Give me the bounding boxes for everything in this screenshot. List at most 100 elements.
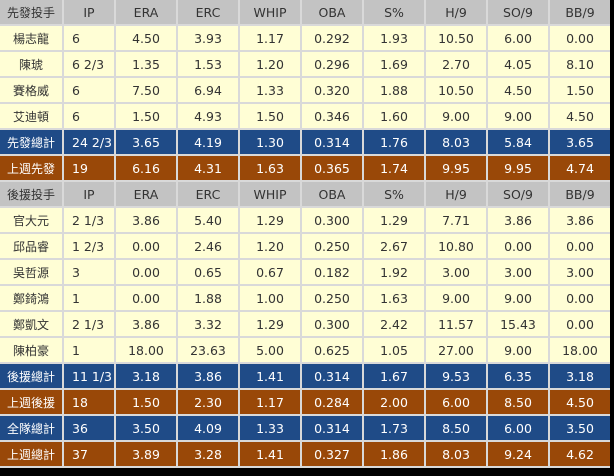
stat-cell: 8.50 (488, 390, 548, 414)
stat-cell: 5.00 (240, 338, 300, 362)
stat-cell: 1.67 (364, 364, 424, 388)
stat-cell: 4.50 (550, 390, 610, 414)
stat-cell: 18.00 (116, 338, 176, 362)
stat-cell: 4.09 (178, 416, 238, 440)
pitcher-name-cell: 後援總計 (0, 364, 62, 388)
stat-cell: 8.03 (426, 130, 486, 154)
column-header: ERC (178, 182, 238, 206)
stat-cell: 4.74 (550, 156, 610, 180)
stat-cell: 3.93 (178, 26, 238, 50)
stat-cell: 11.57 (426, 312, 486, 336)
stat-cell: 2.67 (364, 234, 424, 258)
pitcher-name-cell: 上週先發 (0, 156, 62, 180)
stat-cell: 7.71 (426, 208, 486, 232)
stat-cell: 0.300 (302, 312, 362, 336)
player-row: 吳哲源 3 0.00 0.65 0.67 0.182 1.92 3.00 3.00 3.00 (0, 260, 614, 284)
player-row: 官大元 2 1/3 3.86 5.40 1.29 0.300 1.29 7.71 3.86 3.8… (0, 208, 614, 232)
stat-cell: 1.73 (364, 416, 424, 440)
stat-cell: 6.16 (116, 156, 176, 180)
stat-cell: 1 2/3 (64, 234, 114, 258)
stat-cell: 18 (64, 390, 114, 414)
stat-cell: 10.50 (426, 26, 486, 50)
stat-cell: 1.50 (550, 78, 610, 102)
stat-cell: 3.18 (116, 364, 176, 388)
last-week-row: 上週總計 37 3.89 3.28 1.41 0.327 1.86 8.03 9.24 4.62 (0, 442, 614, 466)
stat-cell: 1.33 (240, 78, 300, 102)
column-header: WHIP (240, 0, 300, 24)
column-header: ERA (116, 0, 176, 24)
stat-cell: 6 (64, 26, 114, 50)
stat-cell: 1.74 (364, 156, 424, 180)
stat-cell: 6 2/3 (64, 52, 114, 76)
stat-cell: 1.30 (240, 130, 300, 154)
stat-cell: 2.00 (364, 390, 424, 414)
stat-cell: 2.30 (178, 390, 238, 414)
stat-cell: 0.00 (550, 26, 610, 50)
stat-cell: 3.89 (116, 442, 176, 466)
player-row: 楊志龍 6 4.50 3.93 1.17 0.292 1.93 10.50 6.00 0.00 (0, 26, 614, 50)
column-header: IP (64, 0, 114, 24)
stat-cell: 1.88 (178, 286, 238, 310)
player-row: 陳柏豪 1 18.00 23.63 5.00 0.625 1.05 27.00 9.00 18.0… (0, 338, 614, 362)
stat-cell: 1.20 (240, 52, 300, 76)
player-row: 鄭凱文 2 1/3 3.86 3.32 1.29 0.300 2.42 11.57 15.43 0… (0, 312, 614, 336)
stat-cell: 1.86 (364, 442, 424, 466)
pitcher-name-cell: 陳柏豪 (0, 338, 62, 362)
pitcher-name-cell: 楊志龍 (0, 26, 62, 50)
column-header: OBA (302, 0, 362, 24)
stat-cell: 24 2/3 (64, 130, 114, 154)
stat-cell: 6.00 (426, 390, 486, 414)
stat-cell: 36 (64, 416, 114, 440)
stat-cell: 0.296 (302, 52, 362, 76)
stat-cell: 27.00 (426, 338, 486, 362)
column-header: SO/9 (488, 0, 548, 24)
stat-cell: 19 (64, 156, 114, 180)
stat-cell: 3.86 (178, 364, 238, 388)
column-header: S% (364, 182, 424, 206)
stat-cell: 0.00 (116, 234, 176, 258)
stat-cell: 5.84 (488, 130, 548, 154)
column-header: WHIP (240, 182, 300, 206)
stat-cell: 0.182 (302, 260, 362, 284)
stat-cell: 4.62 (550, 442, 610, 466)
stat-cell: 0.314 (302, 130, 362, 154)
stat-cell: 0.00 (550, 286, 610, 310)
stat-cell: 1.93 (364, 26, 424, 50)
stat-cell: 3.86 (116, 208, 176, 232)
stat-cell: 3.00 (426, 260, 486, 284)
stat-cell: 0.284 (302, 390, 362, 414)
stat-cell: 1.33 (240, 416, 300, 440)
stat-cell: 1.41 (240, 442, 300, 466)
stat-cell: 3.65 (116, 130, 176, 154)
stat-cell: 4.19 (178, 130, 238, 154)
stat-cell: 8.10 (550, 52, 610, 76)
pitcher-name-cell: 艾迪頓 (0, 104, 62, 128)
last-week-row: 上週後援 18 1.50 2.30 1.17 0.284 2.00 6.00 8.50 4.50 (0, 390, 614, 414)
total-row: 先發總計 24 2/3 3.65 4.19 1.30 0.314 1.76 8.03 5.84 3… (0, 130, 614, 154)
stat-cell: 1.41 (240, 364, 300, 388)
stat-cell: 1.60 (364, 104, 424, 128)
stat-cell: 1 (64, 338, 114, 362)
stat-cell: 9.95 (488, 156, 548, 180)
column-header: H/9 (426, 0, 486, 24)
stat-cell: 10.80 (426, 234, 486, 258)
column-header: ERA (116, 182, 176, 206)
stat-cell: 4.93 (178, 104, 238, 128)
stat-cell: 0.00 (488, 234, 548, 258)
stat-cell: 0.365 (302, 156, 362, 180)
stat-cell: 3.50 (550, 416, 610, 440)
stat-cell: 1.63 (364, 286, 424, 310)
pitcher-name-cell: 全隊總計 (0, 416, 62, 440)
pitching-stats-table-container: 先發投手 IP ERA ERC WHIP OBA S% H/9 SO/9 BB/9 楊志龍 6 4.50… (0, 0, 610, 468)
stat-cell: 0.314 (302, 364, 362, 388)
pitcher-name-cell: 先發總計 (0, 130, 62, 154)
stat-cell: 2.46 (178, 234, 238, 258)
stat-cell: 9.53 (426, 364, 486, 388)
stat-cell: 23.63 (178, 338, 238, 362)
stat-cell: 1.05 (364, 338, 424, 362)
player-row: 邱品睿 1 2/3 0.00 2.46 1.20 0.250 2.67 10.80 0.00 0.… (0, 234, 614, 258)
player-row: 艾迪頓 6 1.50 4.93 1.50 0.346 1.60 9.00 9.00 4.50 (0, 104, 614, 128)
stat-cell: 9.00 (488, 286, 548, 310)
pitcher-name-cell: 鄭凱文 (0, 312, 62, 336)
